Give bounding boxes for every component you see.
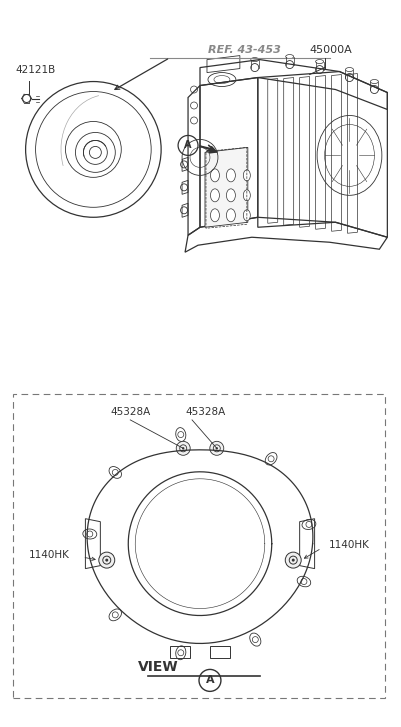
Text: A: A: [206, 675, 214, 686]
Ellipse shape: [211, 169, 219, 182]
Text: REF. 43-453: REF. 43-453: [209, 44, 281, 55]
Bar: [210, 646, 230, 659]
Ellipse shape: [227, 169, 235, 182]
Text: 42121B: 42121B: [16, 65, 56, 75]
Text: VIEW: VIEW: [138, 660, 178, 675]
Ellipse shape: [211, 189, 219, 202]
Circle shape: [105, 558, 108, 562]
Circle shape: [216, 447, 218, 449]
Text: A: A: [184, 140, 192, 150]
Bar: [13, 394, 385, 699]
Circle shape: [99, 552, 115, 568]
Circle shape: [182, 447, 184, 449]
Text: 45000A: 45000A: [310, 44, 352, 55]
Bar: [170, 646, 190, 659]
Ellipse shape: [243, 170, 250, 181]
Circle shape: [292, 558, 295, 562]
Circle shape: [285, 552, 301, 568]
Text: 45328A: 45328A: [185, 407, 225, 417]
Text: 45328A: 45328A: [110, 407, 150, 417]
Ellipse shape: [227, 189, 235, 202]
Circle shape: [210, 441, 224, 455]
Text: 1140HK: 1140HK: [28, 550, 69, 560]
Ellipse shape: [211, 209, 219, 222]
Ellipse shape: [243, 210, 250, 221]
Circle shape: [176, 441, 190, 455]
Ellipse shape: [243, 190, 250, 201]
Text: 1140HK: 1140HK: [328, 540, 369, 550]
Polygon shape: [205, 148, 248, 228]
Ellipse shape: [227, 209, 235, 222]
